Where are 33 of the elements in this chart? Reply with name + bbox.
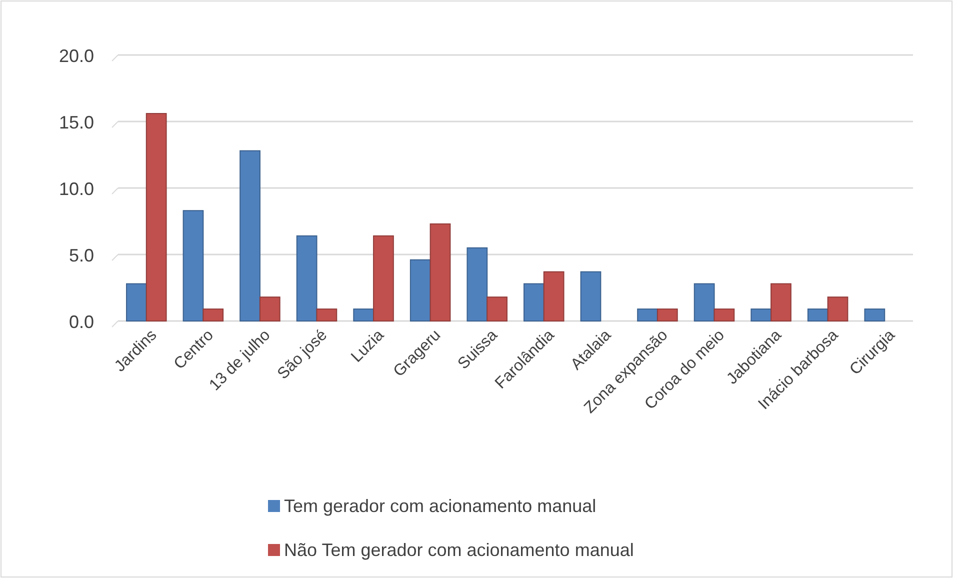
legend-label: Tem gerador com acionamento manual <box>284 496 596 516</box>
bar <box>864 308 886 322</box>
bar <box>486 296 508 322</box>
bar <box>466 247 488 322</box>
bar <box>694 283 715 322</box>
bar <box>637 308 658 322</box>
bar <box>240 150 260 322</box>
bar <box>259 296 280 322</box>
bar <box>146 113 167 322</box>
bar <box>580 271 602 322</box>
bar <box>770 283 792 322</box>
y-tick-label: 15.0 <box>58 112 94 132</box>
bar <box>202 308 224 322</box>
y-tick-label: 0.0 <box>68 312 94 332</box>
bar <box>714 308 735 322</box>
bar <box>524 283 544 322</box>
bar <box>430 223 451 322</box>
bar <box>656 308 678 322</box>
y-tick-label: 5.0 <box>68 246 94 266</box>
bar <box>373 235 394 322</box>
y-tick-label: 20.0 <box>58 46 94 66</box>
bar <box>126 283 147 322</box>
bar <box>353 308 374 322</box>
bar <box>410 259 431 322</box>
bar <box>316 308 338 322</box>
bar <box>807 308 828 322</box>
bar <box>543 271 564 322</box>
bar <box>827 296 848 322</box>
bar <box>296 235 318 322</box>
bar <box>182 210 204 322</box>
y-tick-label: 10.0 <box>58 179 94 199</box>
bar <box>750 308 772 322</box>
legend-label: Não Tem gerador com acionamento manual <box>284 540 634 560</box>
